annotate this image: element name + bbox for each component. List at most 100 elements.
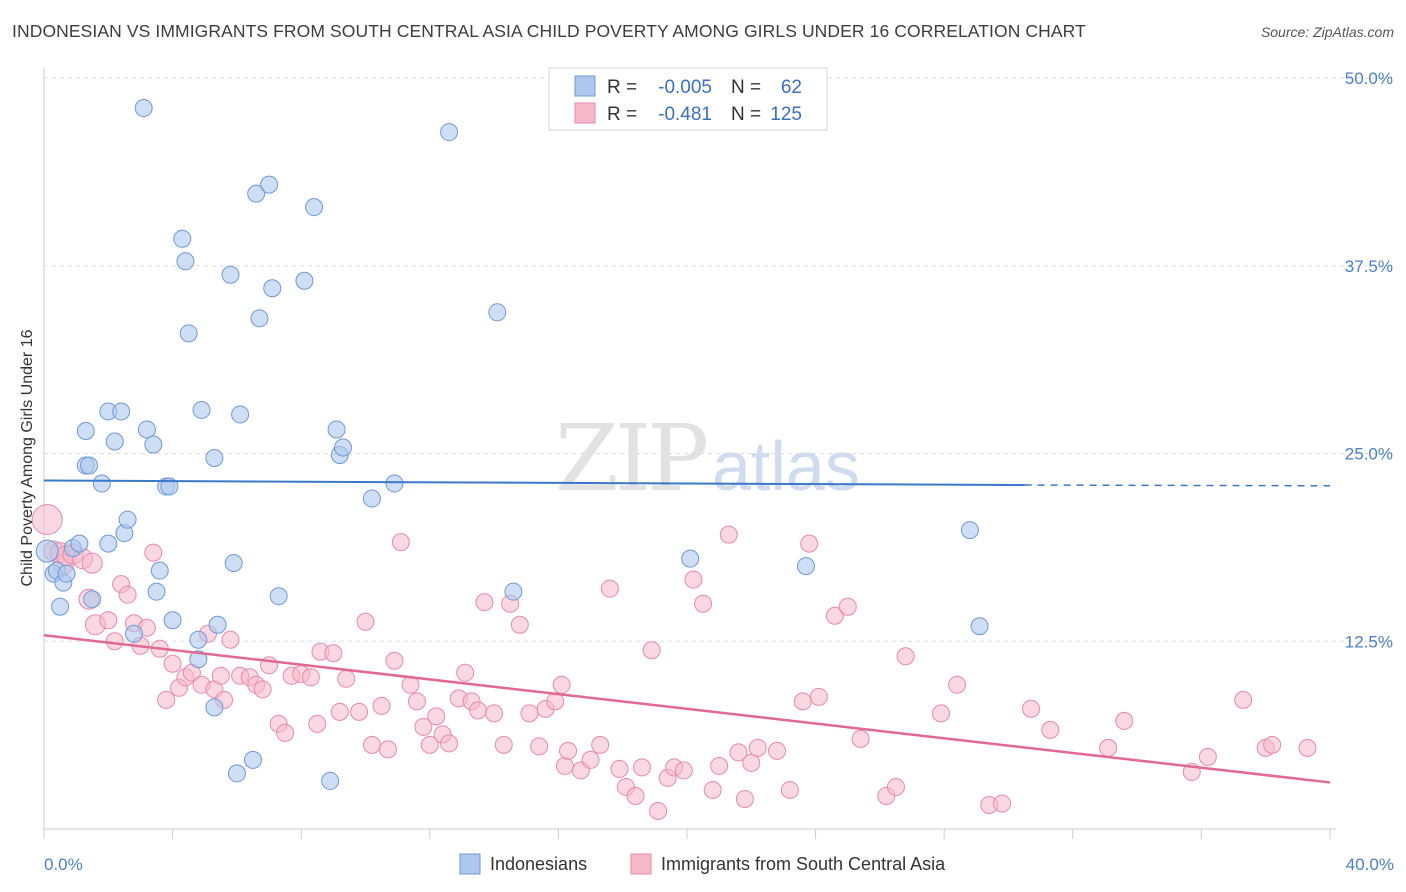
point-immigrants <box>632 758 651 777</box>
point-immigrants <box>324 644 343 663</box>
point-immigrants <box>494 735 513 754</box>
point-immigrants <box>99 611 118 630</box>
point-immigrants <box>780 780 799 799</box>
trend-line-indonesians <box>43 479 1025 487</box>
bottom-legend-label-indonesians: Indonesians <box>490 854 587 874</box>
point-indonesians <box>205 698 224 717</box>
point-immigrants <box>1041 720 1060 739</box>
point-immigrants <box>308 714 327 733</box>
point-indonesians <box>80 456 99 475</box>
point-indonesians <box>260 175 279 194</box>
point-indonesians <box>208 615 227 634</box>
point-indonesians <box>321 771 340 790</box>
point-immigrants <box>118 585 137 604</box>
point-immigrants <box>105 632 124 651</box>
point-indonesians <box>295 271 314 290</box>
point-immigrants <box>440 734 459 753</box>
bottom-legend-swatch-immigrants <box>630 853 652 875</box>
point-indonesians <box>385 474 404 493</box>
trend-line-indonesians-extension <box>1024 484 1331 487</box>
point-indonesians <box>118 510 137 529</box>
series-indonesians-points <box>35 99 989 790</box>
point-immigrants <box>391 533 410 552</box>
point-indonesians <box>189 650 208 669</box>
point-immigrants <box>81 552 103 574</box>
point-indonesians <box>57 564 76 583</box>
point-indonesians <box>99 534 118 553</box>
point-indonesians <box>440 123 459 142</box>
point-indonesians <box>76 421 95 440</box>
point-indonesians <box>83 590 102 609</box>
legend-n-label-1: N = <box>731 77 761 98</box>
y-tick-label: 37.5% <box>1345 257 1393 276</box>
point-immigrants <box>559 741 578 760</box>
point-indonesians <box>125 624 144 643</box>
point-indonesians <box>269 587 288 606</box>
point-immigrants <box>144 543 163 562</box>
chart-title: INDONESIAN VS IMMIGRANTS FROM SOUTH CENT… <box>12 21 1086 41</box>
point-indonesians <box>221 265 240 284</box>
y-tick-label: 25.0% <box>1345 445 1393 464</box>
point-immigrants <box>948 675 967 694</box>
point-indonesians <box>681 549 700 568</box>
point-immigrants <box>729 743 748 762</box>
point-indonesians <box>189 630 208 649</box>
point-immigrants <box>475 593 494 612</box>
point-immigrants <box>694 594 713 613</box>
point-immigrants <box>1263 735 1282 754</box>
x-tick-label-min: 0.0% <box>44 855 83 874</box>
point-indonesians <box>224 554 243 573</box>
point-indonesians <box>92 474 111 493</box>
point-indonesians <box>205 449 224 468</box>
point-indonesians <box>160 477 179 496</box>
y-axis-label: Child Poverty Among Girls Under 16 <box>19 329 36 586</box>
point-immigrants <box>337 669 356 688</box>
point-immigrants <box>1115 711 1134 730</box>
axes <box>43 68 1336 830</box>
point-indonesians <box>134 99 153 118</box>
point-immigrants <box>427 707 446 726</box>
gridlines <box>44 77 1392 642</box>
point-indonesians <box>35 539 59 563</box>
point-immigrants <box>600 579 619 598</box>
point-immigrants <box>684 570 703 589</box>
x-axis-ticks <box>43 829 1331 839</box>
point-indonesians <box>227 764 246 783</box>
point-indonesians <box>796 557 815 576</box>
point-immigrants <box>809 687 828 706</box>
point-immigrants <box>276 723 295 742</box>
y-tick-label: 12.5% <box>1345 632 1393 651</box>
point-immigrants <box>851 729 870 748</box>
point-immigrants <box>626 786 645 805</box>
point-immigrants <box>414 717 433 736</box>
point-immigrants <box>591 735 610 754</box>
point-indonesians <box>137 420 156 439</box>
point-indonesians <box>333 438 352 457</box>
point-immigrants <box>896 647 915 666</box>
point-immigrants <box>768 741 787 760</box>
legend-r-label-2: R = <box>607 104 637 125</box>
point-immigrants <box>642 641 661 660</box>
point-immigrants <box>735 789 754 808</box>
point-immigrants <box>407 692 426 711</box>
point-indonesians <box>179 324 198 343</box>
point-immigrants <box>372 696 391 715</box>
point-indonesians <box>150 561 169 580</box>
y-axis-tick-labels: 12.5% 25.0% 37.5% 50.0% <box>1345 69 1393 651</box>
point-immigrants <box>31 504 63 536</box>
series-immigrants-points <box>31 504 1317 820</box>
point-immigrants <box>1298 738 1317 757</box>
point-immigrants <box>710 756 729 775</box>
point-immigrants <box>825 606 844 625</box>
legend-n-label-2: N = <box>731 104 761 125</box>
point-indonesians <box>51 597 70 616</box>
legend-swatch-indonesians <box>574 75 596 97</box>
point-immigrants <box>163 654 182 673</box>
point-indonesians <box>504 582 523 601</box>
point-indonesians <box>247 184 266 203</box>
series-legend: Indonesians Immigrants from South Centra… <box>459 853 946 875</box>
legend-r-value-1: -0.005 <box>658 77 712 98</box>
trend-line-immigrants <box>43 634 1331 784</box>
point-indonesians <box>970 617 989 636</box>
point-immigrants <box>703 780 722 799</box>
